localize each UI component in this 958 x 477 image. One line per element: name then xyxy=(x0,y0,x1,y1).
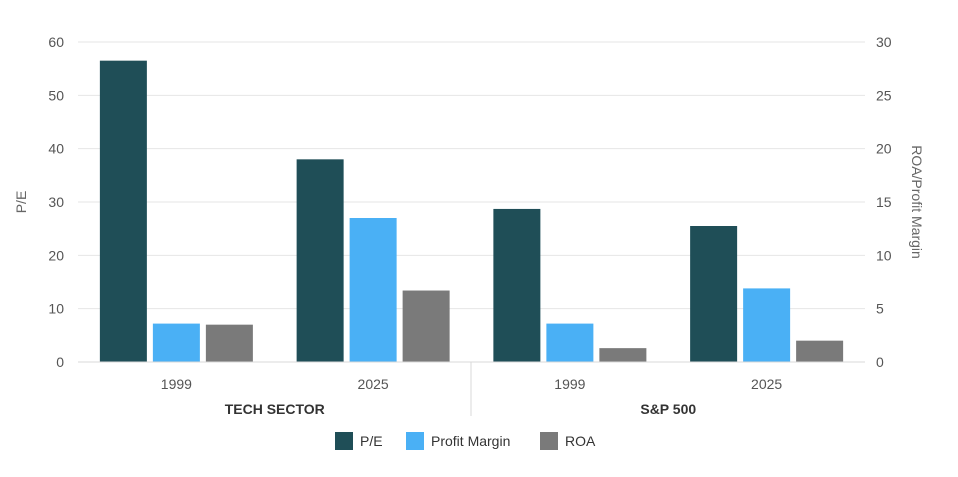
category-label: 1999 xyxy=(554,376,585,392)
bar xyxy=(546,323,594,362)
left-tick-label: 50 xyxy=(48,87,64,103)
bar xyxy=(796,340,844,362)
legend-label: Profit Margin xyxy=(431,433,510,449)
right-tick-label: 10 xyxy=(876,247,892,263)
left-tick-label: 40 xyxy=(48,141,64,157)
bar xyxy=(402,290,450,362)
gridlines xyxy=(78,41,865,310)
bar xyxy=(743,288,791,362)
bar xyxy=(296,159,344,362)
right-tick-label: 30 xyxy=(876,34,892,50)
bar xyxy=(349,218,397,362)
right-tick-label: 15 xyxy=(876,194,892,210)
left-axis-label: P/E xyxy=(13,191,29,214)
bar xyxy=(599,348,647,362)
group-label: S&P 500 xyxy=(640,401,696,417)
legend-swatch xyxy=(540,432,558,450)
right-axis-label: ROA/Profit Margin xyxy=(909,145,925,259)
category-label: 2025 xyxy=(751,376,782,392)
legend-swatch xyxy=(335,432,353,450)
bars xyxy=(99,60,844,363)
group-labels: TECH SECTOR S&P 500 xyxy=(225,401,697,417)
category-labels: 1999 2025 1999 2025 xyxy=(161,376,783,392)
legend-swatch xyxy=(406,432,424,450)
left-tick-label: 60 xyxy=(48,34,64,50)
right-axis-ticks: 0 5 10 15 20 25 30 xyxy=(876,34,892,370)
left-axis-ticks: 0 10 20 30 40 50 60 xyxy=(48,34,64,370)
left-tick-label: 10 xyxy=(48,301,64,317)
right-tick-label: 20 xyxy=(876,141,892,157)
group-label: TECH SECTOR xyxy=(225,401,325,417)
right-tick-label: 25 xyxy=(876,87,892,103)
legend: P/E Profit Margin ROA xyxy=(335,432,596,450)
right-tick-label: 5 xyxy=(876,301,884,317)
category-label: 1999 xyxy=(161,376,192,392)
legend-label: P/E xyxy=(360,433,383,449)
bar xyxy=(152,323,200,362)
legend-label: ROA xyxy=(565,433,596,449)
category-label: 2025 xyxy=(358,376,389,392)
left-tick-label: 0 xyxy=(56,354,64,370)
bar xyxy=(99,60,147,363)
bar xyxy=(205,324,253,362)
left-tick-label: 30 xyxy=(48,194,64,210)
right-tick-label: 0 xyxy=(876,354,884,370)
left-tick-label: 20 xyxy=(48,247,64,263)
bar xyxy=(493,208,541,362)
bar xyxy=(690,226,738,362)
